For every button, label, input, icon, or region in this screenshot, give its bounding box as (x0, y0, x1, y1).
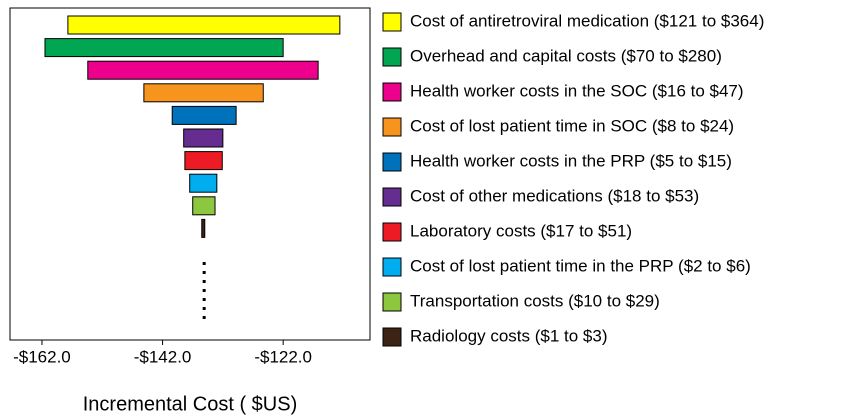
bar (143, 83, 264, 103)
x-axis-title: Incremental Cost ( $US) (83, 393, 298, 415)
legend-swatch (382, 152, 402, 172)
bar (171, 105, 237, 125)
legend-swatch (382, 12, 402, 32)
legend-label: Transportation costs ($10 to $29) (410, 291, 660, 310)
x-tick-label: -$162.0 (13, 347, 71, 366)
legend-label: Overhead and capital costs ($70 to $280) (410, 46, 722, 65)
legend-swatch (382, 257, 402, 277)
bar (189, 173, 218, 193)
legend-swatch (382, 292, 402, 312)
legend-swatch (382, 47, 402, 67)
legend-label: Health worker costs in the PRP ($5 to $1… (410, 151, 732, 170)
legend-label: Cost of lost patient time in the PRP ($2… (410, 256, 751, 275)
bar (183, 128, 224, 148)
legend-label: Radiology costs ($1 to $3) (410, 326, 608, 345)
x-tick-label: -$142.0 (134, 347, 192, 366)
legend-label: Health worker costs in the SOC ($16 to $… (410, 81, 744, 100)
legend-label: Cost of antiretroviral medication ($121 … (410, 11, 764, 30)
bar (184, 151, 223, 171)
legend-swatch (382, 187, 402, 207)
bar (87, 60, 319, 80)
legend-label: Laboratory costs ($17 to $51) (410, 221, 632, 240)
x-tick-label: -$122.0 (254, 347, 312, 366)
legend-label: Cost of other medications ($18 to $53) (410, 186, 699, 205)
plot-frame (9, 7, 371, 341)
bar (192, 196, 216, 216)
legend-swatch (382, 82, 402, 102)
legend-swatch (382, 327, 402, 347)
bar (201, 218, 206, 238)
bar (67, 15, 341, 35)
legend-swatch (382, 222, 402, 242)
legend-label: Cost of lost patient time in SOC ($8 to … (410, 116, 734, 135)
bar (44, 38, 284, 58)
legend-swatch (382, 117, 402, 137)
